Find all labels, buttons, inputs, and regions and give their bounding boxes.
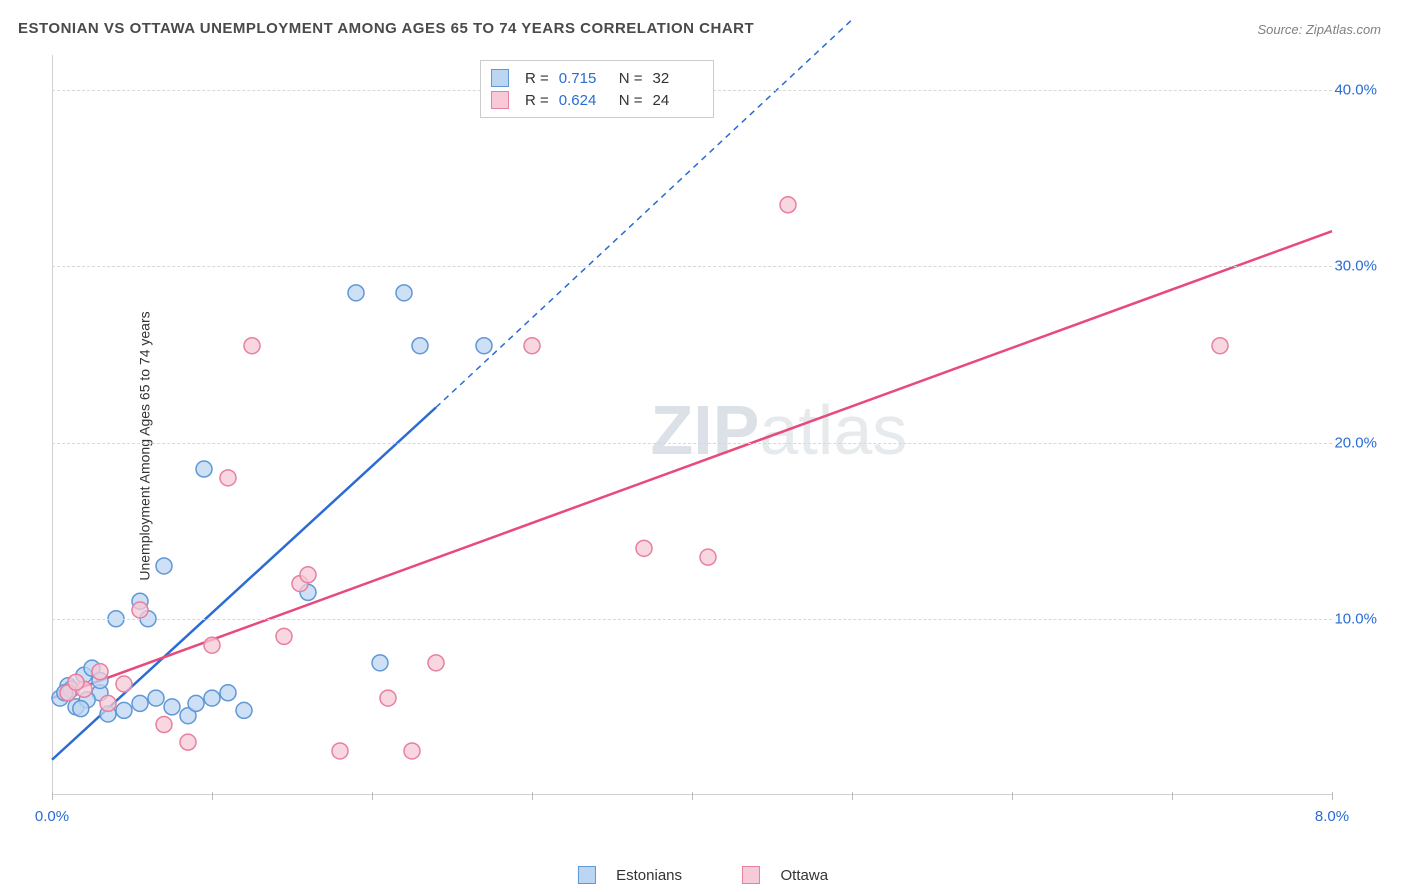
x-tick-label: 0.0%	[35, 808, 69, 825]
data-point	[164, 699, 180, 715]
data-point	[348, 285, 364, 301]
data-point	[244, 338, 260, 354]
swatch-ottawa	[491, 91, 509, 109]
data-point	[1212, 338, 1228, 354]
x-tick	[692, 792, 693, 800]
n-label: N =	[619, 92, 643, 109]
chart-area: ZIPatlas 10.0%20.0%30.0%40.0%0.0%8.0%	[52, 55, 1382, 835]
n-label: N =	[619, 70, 643, 87]
swatch-estonians	[491, 69, 509, 87]
y-tick-label: 10.0%	[1334, 610, 1377, 627]
legend-label-ottawa: Ottawa	[781, 867, 829, 884]
grid-line	[52, 443, 1332, 444]
data-point	[204, 690, 220, 706]
grid-line	[52, 619, 1332, 620]
data-point	[116, 702, 132, 718]
data-point	[132, 602, 148, 618]
data-point	[132, 695, 148, 711]
trend-line	[52, 231, 1332, 698]
x-tick-label: 8.0%	[1315, 808, 1349, 825]
data-point	[236, 702, 252, 718]
data-point	[276, 628, 292, 644]
legend-label-estonians: Estonians	[616, 867, 682, 884]
x-tick	[52, 792, 53, 800]
n-value-ottawa: 24	[653, 92, 703, 109]
data-point	[428, 655, 444, 671]
data-point	[188, 695, 204, 711]
data-point	[636, 540, 652, 556]
y-tick-label: 40.0%	[1334, 82, 1377, 99]
data-point	[700, 549, 716, 565]
data-point	[100, 695, 116, 711]
r-label: R =	[525, 70, 549, 87]
data-point	[73, 701, 89, 717]
r-value-ottawa: 0.624	[559, 92, 609, 109]
x-tick	[1012, 792, 1013, 800]
data-point	[68, 674, 84, 690]
r-label: R =	[525, 92, 549, 109]
data-point	[204, 637, 220, 653]
chart-title: ESTONIAN VS OTTAWA UNEMPLOYMENT AMONG AG…	[18, 20, 754, 37]
n-value-estonians: 32	[653, 70, 703, 87]
data-point	[412, 338, 428, 354]
x-tick	[532, 792, 533, 800]
correlation-legend: R = 0.715 N = 32 R = 0.624 N = 24	[480, 60, 714, 118]
data-point	[180, 734, 196, 750]
r-value-estonians: 0.715	[559, 70, 609, 87]
data-point	[380, 690, 396, 706]
data-point	[396, 285, 412, 301]
source-label: Source: ZipAtlas.com	[1257, 22, 1381, 37]
x-tick	[852, 792, 853, 800]
data-point	[156, 558, 172, 574]
data-point	[476, 338, 492, 354]
legend-row-ottawa: R = 0.624 N = 24	[491, 89, 703, 111]
data-point	[148, 690, 164, 706]
data-point	[196, 461, 212, 477]
x-tick	[1332, 792, 1333, 800]
x-tick	[372, 792, 373, 800]
x-tick	[1172, 792, 1173, 800]
y-tick-label: 20.0%	[1334, 434, 1377, 451]
series-legend: Estonians Ottawa	[570, 866, 836, 884]
data-point	[116, 676, 132, 692]
grid-line	[52, 266, 1332, 267]
data-point	[300, 567, 316, 583]
scatter-plot-svg	[52, 55, 1332, 795]
data-point	[220, 470, 236, 486]
y-tick-label: 30.0%	[1334, 258, 1377, 275]
legend-row-estonians: R = 0.715 N = 32	[491, 67, 703, 89]
data-point	[332, 743, 348, 759]
data-point	[372, 655, 388, 671]
data-point	[404, 743, 420, 759]
x-tick	[212, 792, 213, 800]
data-point	[780, 197, 796, 213]
data-point	[156, 717, 172, 733]
swatch-estonians-bottom	[578, 866, 596, 884]
swatch-ottawa-bottom	[742, 866, 760, 884]
data-point	[220, 685, 236, 701]
data-point	[524, 338, 540, 354]
data-point	[92, 664, 108, 680]
